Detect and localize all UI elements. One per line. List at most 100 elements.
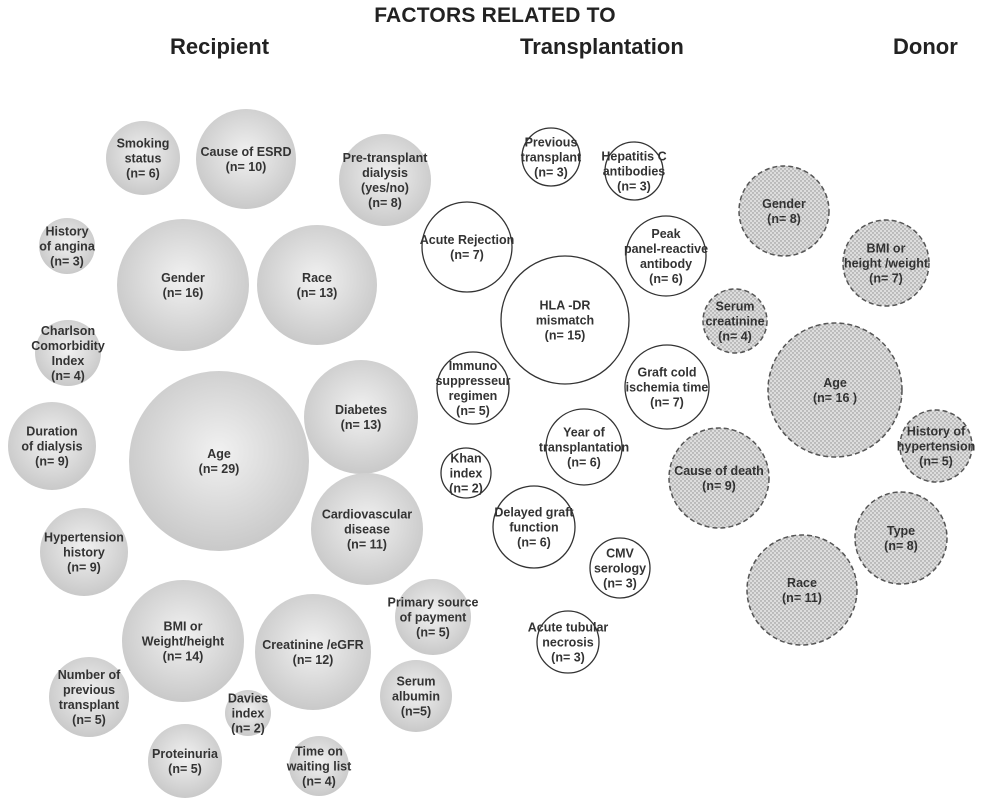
donor-label-line: (n= 9) <box>702 479 736 493</box>
transplantation-label-previous-transplant: Previous transplant (n= 3) <box>521 136 582 180</box>
transplantation-label-khan-index: Khan index (n= 2) <box>449 452 483 496</box>
transplantation-bubble-year-of-transplantation: Year of transplantation (n= 6) <box>539 408 629 486</box>
donor-label-line: Type <box>887 524 915 538</box>
recipient-circle-cardiovascular-disease <box>311 473 423 585</box>
recipient-label-line: Cause of ESRD <box>201 145 292 159</box>
recipient-circle-history-of-angina <box>39 218 95 274</box>
recipient-label-line: status <box>125 152 162 166</box>
recipient-label-line: albumin <box>392 690 440 704</box>
transplantation-bubble-graft-cold-ischemia-time: Graft cold ischemia time (n= 7) <box>624 344 710 430</box>
recipient-heading: Recipient <box>170 34 270 59</box>
transplantation-heading: Transplantation <box>520 34 684 59</box>
transplantation-bubble-acute-rejection: Acute Rejection (n= 7) <box>420 201 514 293</box>
recipient-label-pre-transplant-dialysis: Pre-transplant dialysis (yes/no) (n= 8) <box>343 151 429 210</box>
donor-circle-serum-creatinine <box>702 288 768 354</box>
donor-label-line: creatinine <box>705 315 764 329</box>
donor-label-line: (n= 8) <box>767 212 801 226</box>
donor-bubble-cause-of-death: Cause of death (n= 9) <box>668 427 770 529</box>
recipient-circle-proteinuria <box>148 724 222 798</box>
transplantation-label-line: Hepatitis C <box>601 150 666 164</box>
donor-label-line: Age <box>823 376 847 390</box>
donor-bubble-history-of-hypertension: History of hypertension (n= 5) <box>897 409 975 483</box>
recipient-label-line: transplant <box>59 698 120 712</box>
donor-bubble-type: Type (n= 8) <box>854 491 948 585</box>
recipient-label-gender: Gender (n= 16) <box>161 271 205 300</box>
recipient-bubble-age: Age (n= 29) <box>129 371 309 551</box>
transplantation-label-line: serology <box>594 562 646 576</box>
recipient-label-line: of payment <box>400 611 468 625</box>
donor-label-line: (n= 5) <box>919 455 953 469</box>
recipient-label-line: index <box>232 707 265 721</box>
recipient-label-davies-index: Davies index (n= 2) <box>228 692 268 736</box>
recipient-label-line: Smoking <box>117 137 170 151</box>
donor-bubble-group: Gender (n= 8) BMI or height /weight (n= 7) Se… <box>668 165 975 646</box>
recipient-bubble-smoking-status: Smoking status (n= 6) <box>106 121 180 195</box>
recipient-label-line: Cardiovascular <box>322 508 412 522</box>
transplantation-label-line: (n= 7) <box>450 248 484 262</box>
recipient-bubble-diabetes: Diabetes (n= 13) <box>304 360 418 474</box>
recipient-circle-smoking-status <box>106 121 180 195</box>
donor-circle-history-of-hypertension <box>899 409 973 483</box>
recipient-label-line: (n= 3) <box>50 255 84 269</box>
recipient-label-line: of dialysis <box>21 440 82 454</box>
recipient-label-line: (n= 16) <box>163 286 204 300</box>
recipient-label-line: previous <box>63 683 115 697</box>
donor-label-race: Race (n= 11) <box>782 576 822 605</box>
recipient-bubble-cardiovascular-disease: Cardiovascular disease (n= 11) <box>311 473 423 585</box>
donor-label-bmi-or-height-weight: BMI or height /weight (n= 7) <box>844 242 929 286</box>
recipient-label-cause-of-esrd: Cause of ESRD (n= 10) <box>201 145 292 174</box>
recipient-bubble-davies-index: Davies index (n= 2) <box>225 690 271 736</box>
recipient-bubble-proteinuria: Proteinuria (n= 5) <box>148 724 222 798</box>
recipient-label-hypertension-history: Hypertension history (n= 9) <box>44 531 124 575</box>
transplantation-label-line: Peak <box>651 227 680 241</box>
recipient-label-bmi-or-weight-height: BMI or Weight/height (n= 14) <box>142 620 225 664</box>
donor-label-serum-creatinine: Serum creatinine (n= 4) <box>705 300 764 344</box>
transplantation-label-line: (n= 3) <box>551 651 585 665</box>
transplantation-label-line: Previous <box>525 136 578 150</box>
transplantation-label-line: suppresseur <box>435 374 510 388</box>
recipient-bubble-charlson-comorbidity-index: Charlson Comorbidity Index (n= 4) <box>31 320 105 386</box>
recipient-circle-bmi-or-weight-height <box>122 580 244 702</box>
recipient-label-line: disease <box>344 523 390 537</box>
transplantation-label-line: panel-reactive <box>624 242 708 256</box>
recipient-label-diabetes: Diabetes (n= 13) <box>335 403 387 432</box>
transplantation-circle-delayed-graft-function <box>492 485 576 569</box>
transplantation-label-cmv-serology: CMV serology (n= 3) <box>594 547 646 591</box>
transplantation-label-line: (n= 3) <box>617 180 651 194</box>
transplantation-label-line: CMV <box>606 547 634 561</box>
transplantation-circle-hepatitis-c-antibodies <box>604 141 664 201</box>
recipient-label-line: (n= 10) <box>226 160 267 174</box>
recipient-label-number-of-previous-transplant: Number of previous transplant (n= 5) <box>58 668 121 727</box>
transplantation-circle-graft-cold-ischemia-time <box>624 344 710 430</box>
donor-label-line: Gender <box>762 197 806 211</box>
recipient-label-line: (n= 8) <box>368 196 402 210</box>
recipient-label-line: Index <box>52 354 85 368</box>
donor-bubble-race: Race (n= 11) <box>746 534 858 646</box>
recipient-label-line: (n= 29) <box>199 462 240 476</box>
transplantation-label-line: transplantation <box>539 441 629 455</box>
recipient-bubble-bmi-or-weight-height: BMI or Weight/height (n= 14) <box>122 580 244 702</box>
recipient-label-primary-source-of-payment: Primary source of payment (n= 5) <box>387 596 478 640</box>
recipient-label-line: (n= 13) <box>341 418 382 432</box>
transplantation-label-line: (n= 7) <box>650 396 684 410</box>
recipient-label-line: (n= 11) <box>347 538 387 552</box>
recipient-label-time-on-waiting-list: Time on waiting list (n= 4) <box>286 745 352 789</box>
transplantation-bubble-peak-panel-reactive-antibody: Peak panel-reactive antibody (n= 6) <box>624 215 708 297</box>
recipient-label-line: (n= 4) <box>51 369 85 383</box>
transplantation-label-line: (n= 15) <box>545 329 586 343</box>
recipient-label-line: (n= 5) <box>416 626 450 640</box>
recipient-circle-cause-of-esrd <box>196 109 296 209</box>
recipient-label-line: Pre-transplant <box>343 151 429 165</box>
transplantation-label-line: (n= 3) <box>534 166 568 180</box>
recipient-label-line: (n= 12) <box>293 653 334 667</box>
transplantation-label-line: antibody <box>640 257 692 271</box>
transplantation-circle-acute-tubular-necrosis <box>536 610 600 674</box>
donor-label-line: Cause of death <box>674 464 764 478</box>
recipient-label-smoking-status: Smoking status (n= 6) <box>117 137 170 181</box>
transplantation-label-line: Acute Rejection <box>420 233 514 247</box>
transplantation-circle-immuno-suppresseur-regimen <box>436 351 510 425</box>
transplantation-label-line: Graft cold <box>637 366 696 380</box>
